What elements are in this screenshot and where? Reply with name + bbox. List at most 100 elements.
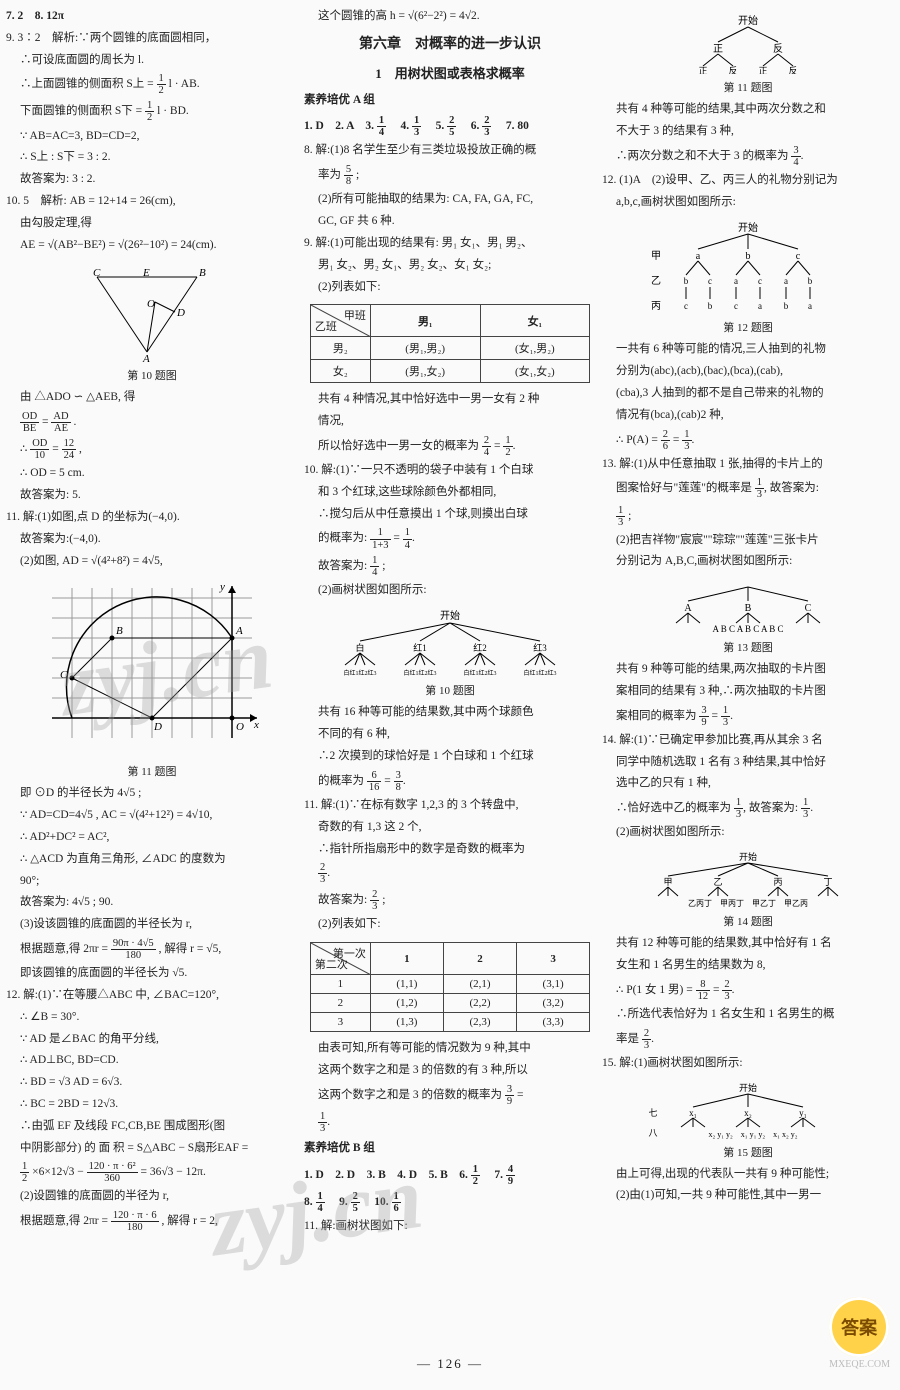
c2-q11-l2: 奇数的有 1,3 这 2 个, [304, 819, 596, 837]
svg-text:白红1红2红3: 白红1红2红3 [343, 669, 376, 677]
q10-figure: C E B O D A [87, 262, 217, 362]
svg-text:正: 正 [698, 66, 707, 74]
c3-q11-fig-caption: 第 11 题图 [602, 80, 894, 97]
c3-q12-fig-caption: 第 12 题图 [602, 320, 894, 337]
svg-text:七: 七 [648, 1108, 657, 1118]
svg-text:b: b [708, 301, 713, 311]
c3-q13-l7: 案相同的概率为 39 = 13. [602, 705, 894, 728]
section-heading: 1 用树状图或表格求概率 [304, 64, 596, 84]
svg-text:A: A [142, 353, 150, 362]
c3-q13-l5: 共有 9 种等可能的结果,两次抽取的卡片图 [602, 661, 894, 679]
q11-l9: 故答案为: 4√5 ; 90. [6, 894, 298, 912]
c2-q8-l2: 率为 58 ; [304, 164, 596, 187]
c2-q11-l8: 这两个数字之和是 3 的倍数的概率为 39 = [304, 1084, 596, 1107]
svg-text:反: 反 [788, 66, 797, 74]
q11-l5: ∵ AD=CD=4√5 , AC = √(4²+12²) = 4√10, [6, 807, 298, 825]
c3-q15-l3: (2)由(1)可知,一共 9 种可能性,其中一男一 [602, 1187, 894, 1205]
c3-q15-l1: 15. 解:(1)画树状图如图所示: [602, 1055, 894, 1073]
q11-l7: ∴ △ACD 为直角三角形, ∠ADC 的度数为 [6, 851, 298, 869]
q12-l7: ∴由弧 EF 及线段 FC,CB,BE 围成图形(图 [6, 1118, 298, 1136]
q9-table: 甲班乙班 男₁女₁ 男₂(男₁,男₂)(女₁,男₂) 女₂(男₁,女₂)(女₁,… [310, 304, 590, 383]
c2-q11-l1: 11. 解:(1)∵在标有数字 1,2,3 的 3 个转盘中, [304, 797, 596, 815]
c3-q14-l2: 同学中随机选取 1 名有 3 种结果,其中恰好 [602, 754, 894, 772]
q12-l3: ∵ AD 是∠BAC 的角平分线, [6, 1031, 298, 1049]
c2-q8-l4: GC, GF 共 6 种. [304, 213, 596, 231]
svg-text:乙: 乙 [713, 877, 722, 887]
svg-text:C: C [805, 603, 812, 614]
q9-l6: ∴ S上 : S下 = 3 : 2. [6, 149, 298, 167]
c2-q10-l9: ∴2 次摸到的球恰好是 1 个白球和 1 个红球 [304, 748, 596, 766]
q10-l2: 由勾股定理,得 [6, 215, 298, 233]
q11-l12: 即该圆锥的底面圆的半径长为 √5. [6, 965, 298, 983]
answer-7-8: 7. 2 8. 12π [6, 8, 298, 26]
q11-l4: 即 ⊙D 的半径长为 4√5 ; [6, 785, 298, 803]
c3-q14-l7: 女生和 1 名男生的结果数为 8, [602, 957, 894, 975]
q10-l3: AE = √(AB²−BE²) = √(26²−10²) = 24(cm). [6, 237, 298, 255]
group-a-answers: 1. D 2. A 3. 14 4. 13 5. 25 6. 23 7. 80 [304, 115, 596, 138]
svg-text:开始: 开始 [739, 851, 757, 862]
svg-text:乙: 乙 [651, 275, 661, 287]
q10-l7: ∴ OD = 5 cm. [6, 465, 298, 483]
svg-text:正: 正 [758, 66, 767, 74]
q12-l2: ∴ ∠B = 30°. [6, 1009, 298, 1027]
svg-text:B: B [199, 267, 206, 279]
svg-text:a: a [758, 301, 762, 311]
svg-text:c: c [708, 276, 712, 286]
c3-q12-l4: 分别为(abc),(acb),(bac),(bca),(cab), [602, 363, 894, 381]
c3-q14-l10: 率是 23. [602, 1028, 894, 1051]
q11-l2: 故答案为:(−4,0). [6, 531, 298, 549]
group-a-label: 素养培优 A 组 [304, 92, 596, 110]
svg-text:白红1红2红3: 白红1红2红3 [463, 669, 496, 677]
c2-b-q11: 11. 解:画树状图如下: [304, 1218, 596, 1236]
svg-text:白: 白 [355, 642, 364, 653]
q10-l6: ∴ OD10 = 1224 , [6, 438, 298, 461]
c3-q11-l2: 不大于 3 的结果有 3 种, [602, 123, 894, 141]
svg-text:开始: 开始 [738, 221, 758, 234]
c2-q11-l6: 由表可知,所有等可能的情况数为 9 种,其中 [304, 1040, 596, 1058]
q9-l2: ∴可设底面圆的周长为 l. [6, 52, 298, 70]
c3-q14-l1: 14. 解:(1)∵已确定甲参加比赛,再从其余 3 名 [602, 732, 894, 750]
q12-l10: (2)设圆锥的底面圆的半径为 r, [6, 1188, 298, 1206]
svg-text:C: C [93, 267, 101, 279]
c2-q9-l5: 情况, [304, 413, 596, 431]
q12-l4: ∴ AD⊥BC, BD=CD. [6, 1052, 298, 1070]
c2-q8-l3: (2)所有可能抽取的结果为: CA, FA, GA, FC, [304, 191, 596, 209]
svg-text:O: O [147, 298, 155, 310]
q9-l3: ∴上面圆锥的侧面积 S上 = 12 l · AB. [6, 73, 298, 96]
svg-text:反: 反 [773, 43, 783, 55]
svg-text:b: b [684, 276, 689, 286]
svg-text:丁: 丁 [823, 877, 832, 887]
q9-l4: 下面圆锥的侧面积 S下 = 12 l · BD. [6, 100, 298, 123]
c3-q11-l1: 共有 4 种等可能的结果,其中两次分数之和 [602, 101, 894, 119]
svg-text:x₂: x₂ [744, 1108, 752, 1118]
c2-q11-l5: (2)列表如下: [304, 916, 596, 934]
svg-text:甲: 甲 [663, 877, 672, 887]
c3-q14-l9: ∴所选代表恰好为 1 名女生和 1 名男生的概 [602, 1006, 894, 1024]
svg-text:八: 八 [648, 1128, 657, 1138]
q12-l1: 12. 解:(1)∵在等腰△ABC 中, ∠BAC=120°, [6, 987, 298, 1005]
svg-text:x₂ y₁ y₂ x₁ y₁ y₂ x₁ x₂ y₂: x₂ y₁ y₂ x₁ y₁ y₂ x₁ x₂ y₂ [708, 1130, 797, 1139]
c3-q13-l1: 13. 解:(1)从中任意抽取 1 张,抽得的卡片上的 [602, 456, 894, 474]
svg-text:B: B [745, 603, 752, 614]
svg-text:丙: 丙 [773, 877, 782, 887]
c3-q12-l3: 一共有 6 种等可能的情况,三人抽到的礼物 [602, 341, 894, 359]
svg-text:红3: 红3 [533, 642, 547, 653]
c2-q10-l10: 的概率为 616 = 38. [304, 770, 596, 793]
c2-q10-l4: 的概率为: 11+3 = 14. [304, 527, 596, 550]
group-b-answers: 1. D 2. D 3. B 4. D 5. B 6. 12 7. 49 [304, 1164, 596, 1187]
c2-q9-l3: (2)列表如下: [304, 279, 596, 297]
svg-text:b: b [784, 301, 789, 311]
svg-text:c: c [684, 301, 688, 311]
column-2: 这个圆锥的高 h = √(6²−2²) = 4√2. 第六章 对概率的进一步认识… [304, 8, 596, 1236]
svg-text:E: E [142, 267, 150, 279]
c2-q9-l2: 男₁ 女₂、男₂ 女₁、男₂ 女₂、女₁ 女₂; [304, 257, 596, 275]
c3-q12-l5: (cba),3 人抽到的都不是自己带来的礼物的 [602, 385, 894, 403]
svg-text:x: x [253, 719, 259, 731]
c3-q13-l2: 图案恰好与"莲莲"的概率是 13, 故答案为: [602, 477, 894, 500]
svg-text:B: B [116, 625, 123, 637]
svg-text:乙丙丁 甲丙丁 甲乙丁 甲乙丙: 乙丙丁 甲丙丁 甲乙丁 甲乙丙 [688, 899, 808, 908]
c2-q10-l5: 故答案为: 14 ; [304, 555, 596, 578]
svg-text:a: a [784, 276, 788, 286]
svg-text:y₁: y₁ [799, 1108, 807, 1118]
c3-q13-l4: 分别记为 A,B,C,画树状图如图所示: [602, 553, 894, 571]
